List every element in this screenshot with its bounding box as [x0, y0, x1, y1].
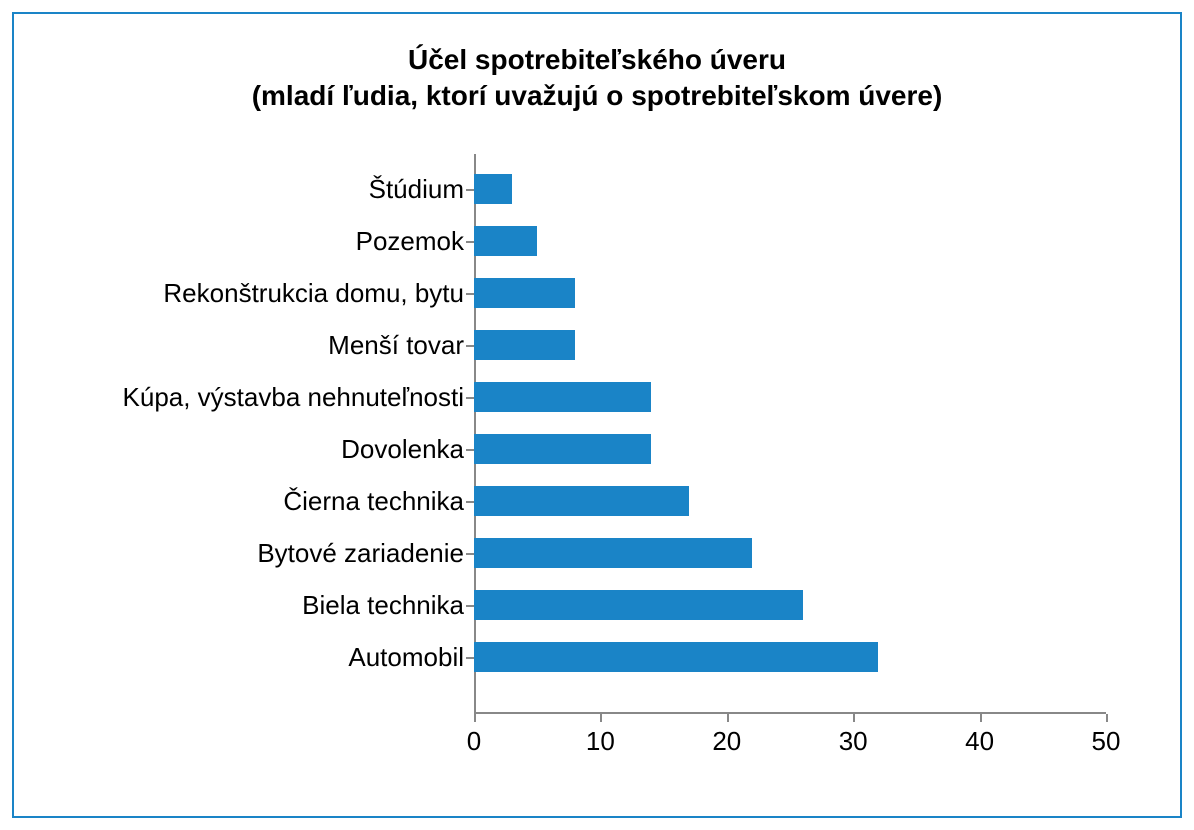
category-label: Štúdium	[64, 174, 464, 204]
bar	[474, 486, 689, 516]
bar	[474, 174, 512, 204]
y-tick	[466, 397, 474, 399]
chart-frame: Účel spotrebiteľského úveru (mladí ľudia…	[12, 12, 1182, 818]
x-tick	[980, 714, 982, 722]
x-tick-label: 0	[467, 726, 481, 757]
y-tick	[466, 553, 474, 555]
y-tick	[466, 605, 474, 607]
title-line-1: Účel spotrebiteľského úveru	[14, 42, 1180, 78]
x-tick	[853, 714, 855, 722]
category-label: Čierna technika	[64, 486, 464, 516]
x-tick-label: 40	[965, 726, 994, 757]
bar	[474, 382, 651, 412]
y-tick	[466, 345, 474, 347]
bar	[474, 434, 651, 464]
bar	[474, 642, 878, 672]
x-tick-label: 50	[1092, 726, 1121, 757]
bar	[474, 226, 537, 256]
y-tick	[466, 189, 474, 191]
category-label: Dovolenka	[64, 434, 464, 464]
bar	[474, 538, 752, 568]
category-label: Menší tovar	[64, 330, 464, 360]
x-tick	[474, 714, 476, 722]
category-label: Biela technika	[64, 590, 464, 620]
x-tick-label: 20	[712, 726, 741, 757]
x-tick-label: 10	[586, 726, 615, 757]
category-label: Bytové zariadenie	[64, 538, 464, 568]
y-tick	[466, 657, 474, 659]
title-line-2: (mladí ľudia, ktorí uvažujú o spotrebite…	[14, 78, 1180, 114]
bar	[474, 590, 803, 620]
bar	[474, 330, 575, 360]
category-label: Rekonštrukcia domu, bytu	[64, 278, 464, 308]
x-tick	[600, 714, 602, 722]
x-tick	[727, 714, 729, 722]
x-tick	[1106, 714, 1108, 722]
category-label: Pozemok	[64, 226, 464, 256]
y-tick	[466, 501, 474, 503]
plot-area	[474, 154, 1106, 714]
category-label: Kúpa, výstavba nehnuteľnosti	[64, 382, 464, 412]
y-tick	[466, 241, 474, 243]
chart-area: Štúdium Pozemok Rekonštrukcia domu, bytu Me…	[50, 154, 1148, 794]
y-tick	[466, 449, 474, 451]
y-tick	[466, 293, 474, 295]
category-label: Automobil	[64, 642, 464, 672]
chart-title: Účel spotrebiteľského úveru (mladí ľudia…	[14, 42, 1180, 115]
bar	[474, 278, 575, 308]
x-tick-label: 30	[839, 726, 868, 757]
x-axis	[474, 712, 1106, 714]
